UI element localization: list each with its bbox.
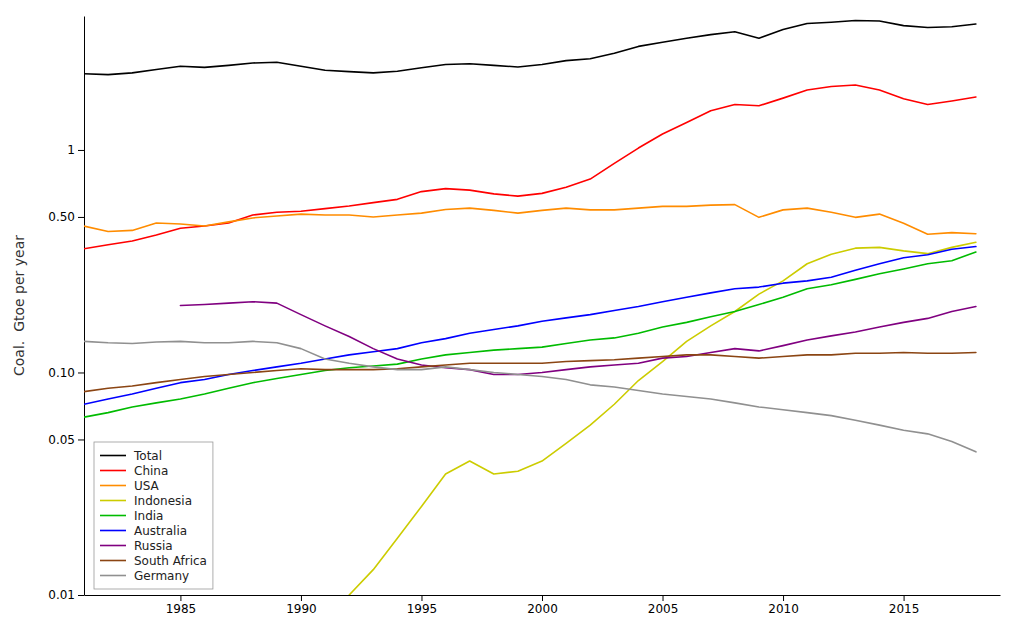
y-tick-mark — [78, 372, 84, 373]
x-tick: 2000 — [527, 595, 558, 616]
legend-label: Indonesia — [134, 494, 192, 508]
legend-swatch — [100, 575, 126, 577]
legend-label: Australia — [134, 524, 187, 538]
y-tick: 0.10 — [48, 366, 84, 380]
series-line — [84, 20, 976, 74]
y-axis: 0.01 0.05 0.10 0.50 1 — [48, 17, 84, 603]
x-tick-mark — [663, 595, 664, 601]
y-tick: 0.01 — [48, 588, 84, 602]
y-tick-label: 0.50 — [48, 210, 75, 224]
legend-label: China — [134, 464, 168, 478]
legend-swatch — [100, 470, 126, 472]
y-tick-label: 1 — [67, 143, 75, 157]
x-tick-mark — [542, 595, 543, 601]
series-line — [84, 205, 976, 235]
legend-label: Russia — [134, 539, 173, 553]
y-tick-mark — [78, 439, 84, 440]
x-tick: 2010 — [768, 595, 799, 616]
legend-swatch — [100, 530, 126, 532]
x-tick-label: 2000 — [527, 602, 558, 616]
x-tick-label: 2015 — [889, 602, 920, 616]
x-tick: 1985 — [166, 595, 197, 616]
x-tick-label: 2005 — [648, 602, 679, 616]
legend-swatch — [100, 545, 126, 547]
y-tick: 0.05 — [48, 433, 84, 447]
legend-swatch — [100, 500, 126, 502]
x-tick-label: 2010 — [768, 602, 799, 616]
y-tick-label: 0.10 — [48, 366, 75, 380]
x-tick-label: 1990 — [286, 602, 317, 616]
x-tick: 2005 — [648, 595, 679, 616]
legend-label: South Africa — [134, 554, 207, 568]
series-line — [84, 352, 976, 391]
legend-label: Total — [133, 449, 162, 463]
x-tick-label: 1995 — [407, 602, 438, 616]
series-line — [84, 252, 976, 417]
x-tick-mark — [904, 595, 905, 601]
x-tick-mark — [783, 595, 784, 601]
x-tick-mark — [421, 595, 422, 601]
x-tick-mark — [301, 595, 302, 601]
series-line — [84, 341, 976, 451]
legend-swatch — [100, 455, 126, 457]
legend-box — [94, 442, 213, 589]
legend-swatch — [100, 515, 126, 517]
y-tick-label: 0.05 — [48, 433, 75, 447]
y-tick: 1 — [67, 143, 84, 157]
y-tick-mark — [78, 595, 84, 596]
x-tick: 1990 — [286, 595, 317, 616]
y-axis-line — [84, 17, 85, 596]
chart: 1985 1990 1995 2000 2005 2010 2015 0.01 0.05 0.10… — [0, 0, 1024, 635]
x-tick: 1995 — [407, 595, 438, 616]
x-axis: 1985 1990 1995 2000 2005 2010 2015 — [85, 595, 1001, 616]
x-tick: 2015 — [889, 595, 920, 616]
x-tick-mark — [180, 595, 181, 601]
series-line — [84, 247, 976, 405]
series-line — [349, 242, 976, 595]
legend-swatch — [100, 485, 126, 487]
legend: TotalChinaUSAIndonesiaIndiaAustraliaRuss… — [94, 442, 213, 589]
y-tick: 0.50 — [48, 210, 84, 224]
plot: 1985 1990 1995 2000 2005 2010 2015 0.01 0.05 0.10… — [48, 17, 1000, 616]
x-tick-label: 1985 — [166, 602, 197, 616]
y-tick-mark — [78, 217, 84, 218]
legend-swatch — [100, 560, 126, 562]
y-tick-label: 0.01 — [48, 588, 75, 602]
legend-label: Germany — [134, 569, 189, 583]
legend-label: USA — [134, 479, 160, 493]
lines — [84, 20, 976, 595]
y-tick-mark — [78, 150, 84, 151]
series-line — [84, 85, 976, 249]
y-axis-title: Coal. Gtoe per year — [11, 235, 27, 376]
series-line — [180, 302, 975, 375]
legend-label: India — [134, 509, 163, 523]
